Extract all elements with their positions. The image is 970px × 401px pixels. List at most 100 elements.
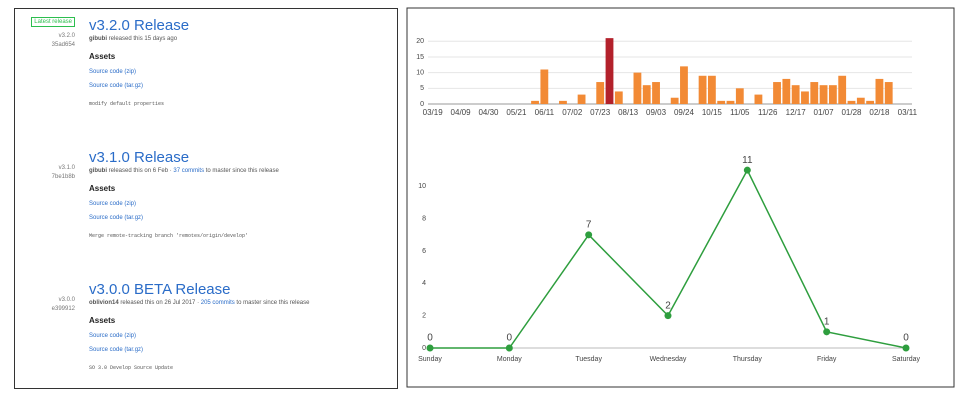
bar (614, 91, 623, 104)
data-label: 7 (586, 219, 592, 230)
bar (559, 100, 567, 104)
bar (531, 100, 539, 104)
meta-text: released this on 26 Jul 2017 · (120, 300, 200, 306)
point (426, 344, 434, 352)
x-tick-label: Friday (817, 356, 837, 363)
tag[interactable]: v3.1.0 (58, 165, 75, 171)
meta-text: released this 15 days ago (108, 36, 178, 42)
bar (707, 75, 716, 104)
asset-link[interactable]: Source code (zip) (89, 333, 137, 339)
release-description: Merge remote-tracking branch 'remotes/or… (89, 233, 249, 239)
release-meta: gibubi released this 15 days ago (89, 36, 389, 42)
bar (680, 66, 688, 104)
bar (838, 75, 847, 104)
y-tick-label: 2 (422, 313, 426, 320)
asset-link[interactable]: Source code (tar.gz) (89, 215, 144, 221)
release-title[interactable]: v3.2.0 Release (89, 17, 190, 34)
bar (810, 82, 819, 104)
y-tick-label: 10 (416, 69, 424, 76)
bar (884, 82, 893, 104)
x-tick-label: Thursday (733, 356, 763, 363)
y-tick-label: 10 (418, 183, 426, 190)
data-label: 11 (742, 155, 753, 166)
release-body: v3.1.0 Release gibubi released this on 6 … (89, 149, 389, 239)
bar (791, 85, 800, 104)
tag[interactable]: v3.2.0 (58, 33, 75, 39)
y-tick-label: 4 (422, 280, 426, 287)
bar (801, 91, 809, 104)
asset-link[interactable]: Source code (tar.gz) (89, 83, 144, 89)
point (585, 231, 593, 239)
commit[interactable]: 7be1b8b (51, 174, 75, 180)
author[interactable]: gibubi (89, 36, 107, 42)
bar (698, 75, 707, 104)
x-tick-label: 01/07 (814, 108, 835, 117)
meta-text: released this on 6 Feb · (108, 168, 172, 174)
meta-tail: to master since this release (236, 300, 310, 306)
line (430, 168, 907, 349)
bar (828, 85, 837, 104)
bar (577, 94, 586, 104)
chart-panel (406, 7, 955, 388)
commit[interactable]: 35ad654 (51, 42, 75, 48)
y-tick-label: 15 (416, 54, 424, 61)
bar (605, 38, 614, 104)
x-tick-label: Sunday (418, 356, 442, 363)
release-side: v3.1.0 7be1b8b (15, 149, 75, 180)
bar (847, 100, 856, 104)
bar (670, 97, 679, 104)
release-meta: oblivion14 released this on 26 Jul 2017 … (89, 300, 389, 306)
x-tick-label: 03/19 (423, 108, 444, 117)
point (743, 166, 751, 174)
latest-badge: Latest release (31, 17, 75, 27)
release-body: v3.2.0 Release gibubi released this 15 da… (89, 17, 389, 107)
release-title[interactable]: v3.0.0 BETA Release (89, 281, 231, 298)
author[interactable]: oblivion14 (89, 300, 119, 306)
commit[interactable]: e399912 (51, 306, 75, 312)
commits-link[interactable]: 37 commits (173, 168, 205, 174)
x-tick-label: 09/03 (646, 108, 667, 117)
bar (819, 85, 828, 104)
releases-panel: Latest release v3.2.0 35ad654 v3.2.0 Releas… (14, 8, 398, 389)
point (664, 312, 672, 320)
bar (782, 78, 791, 104)
bar (866, 100, 875, 104)
release-body: v3.0.0 BETA Release oblivion14 released t… (89, 281, 389, 371)
release-description: SO 3.0 Develop Source Update (89, 365, 174, 371)
release-side: Latest release v3.2.0 35ad654 (15, 17, 75, 48)
point (505, 344, 513, 352)
x-tick-label: 10/15 (702, 108, 723, 117)
release-title[interactable]: v3.1.0 Release (89, 149, 190, 166)
asset-link[interactable]: Source code (zip) (89, 69, 137, 75)
asset-link[interactable]: Source code (zip) (89, 201, 137, 207)
asset-link[interactable]: Source code (tar.gz) (89, 347, 144, 353)
commits-link[interactable]: 205 commits (200, 300, 235, 306)
x-tick-label: 04/30 (478, 108, 499, 117)
x-tick-label: Saturday (892, 356, 921, 363)
assets-heading: Assets (89, 316, 116, 325)
release-meta: gibubi released this on 6 Feb · 37 commi… (89, 168, 389, 174)
y-tick-label: 0 (422, 345, 426, 352)
bar (726, 100, 735, 104)
bar (773, 82, 781, 104)
bar (735, 88, 744, 104)
release-side: v3.0.0 e399912 (15, 281, 75, 312)
point (902, 344, 910, 352)
x-tick-label: 03/11 (898, 108, 918, 117)
x-tick-label: Wednesday (650, 356, 687, 363)
x-tick-label: 12/17 (786, 108, 807, 117)
x-tick-label: Tuesday (575, 356, 602, 363)
data-label: 1 (824, 316, 830, 327)
x-tick-label: 07/02 (562, 108, 583, 117)
x-tick-label: 07/23 (590, 108, 611, 117)
author[interactable]: gibubi (89, 168, 107, 174)
x-tick-label: 05/21 (506, 108, 527, 117)
tag[interactable]: v3.0.0 (58, 297, 75, 303)
data-label: 0 (507, 333, 513, 344)
bar (642, 85, 651, 104)
bar (717, 100, 726, 104)
y-tick-label: 0 (420, 101, 424, 108)
meta-tail: to master since this release (205, 168, 279, 174)
